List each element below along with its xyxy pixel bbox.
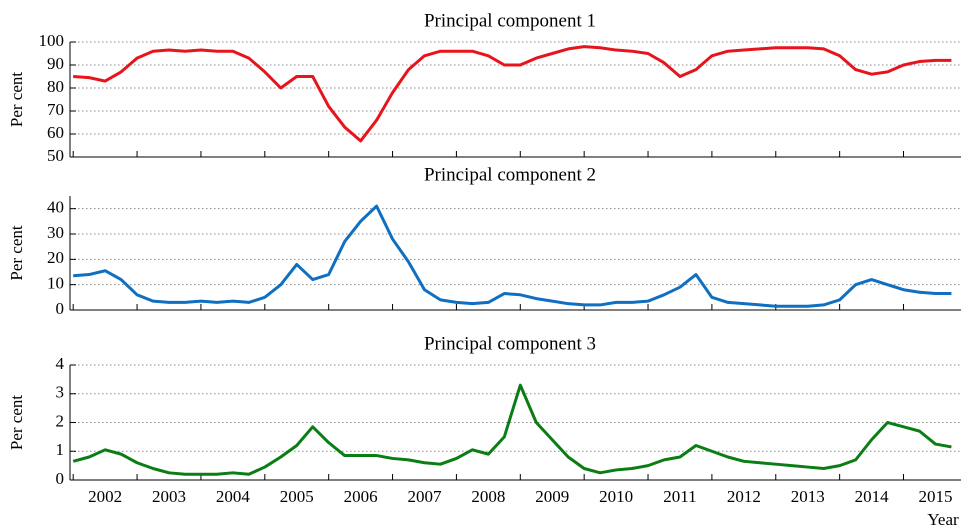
y-tick-label: 30 bbox=[47, 223, 64, 242]
panel-title: Principal component 1 bbox=[424, 10, 596, 31]
panel-title: Principal component 2 bbox=[424, 164, 596, 185]
y-tick-label: 90 bbox=[47, 54, 64, 73]
y-axis-label: Per cent bbox=[7, 225, 26, 281]
x-tick-label: 2005 bbox=[280, 487, 314, 506]
data-line bbox=[73, 204, 952, 308]
x-tick-label: 2015 bbox=[918, 487, 952, 506]
y-tick-label: 50 bbox=[47, 146, 64, 165]
y-tick-label: 1 bbox=[56, 440, 65, 459]
x-tick-label: 2007 bbox=[407, 487, 442, 506]
y-tick-label: 80 bbox=[47, 77, 64, 96]
x-tick-label: 2003 bbox=[152, 487, 186, 506]
x-tick-label: 2006 bbox=[344, 487, 378, 506]
x-tick-label: 2012 bbox=[727, 487, 761, 506]
y-tick-label: 0 bbox=[56, 469, 65, 488]
x-tick-label: 2011 bbox=[663, 487, 696, 506]
y-tick-label: 70 bbox=[47, 100, 64, 119]
x-tick-label: 2002 bbox=[88, 487, 122, 506]
panel-title: Principal component 3 bbox=[424, 333, 596, 354]
y-tick-label: 60 bbox=[47, 123, 64, 142]
x-tick-label: 2004 bbox=[216, 487, 251, 506]
y-tick-label: 3 bbox=[56, 383, 65, 402]
y-axis-label: Per cent bbox=[7, 72, 26, 128]
x-tick-label: 2013 bbox=[791, 487, 825, 506]
x-tick-label: 2009 bbox=[535, 487, 569, 506]
y-axis-label: Per cent bbox=[7, 395, 26, 451]
y-tick-label: 40 bbox=[47, 198, 64, 217]
data-line bbox=[73, 45, 952, 143]
x-tick-label: 2014 bbox=[855, 487, 890, 506]
x-axis-label: Year bbox=[927, 510, 959, 529]
y-tick-label: 4 bbox=[56, 354, 65, 373]
y-tick-label: 0 bbox=[56, 299, 65, 318]
data-line bbox=[72, 383, 952, 476]
y-tick-label: 2 bbox=[56, 411, 65, 430]
y-tick-label: 20 bbox=[47, 248, 64, 267]
y-tick-label: 10 bbox=[47, 274, 64, 293]
y-tick-label: 100 bbox=[39, 31, 65, 50]
x-tick-label: 2010 bbox=[599, 487, 633, 506]
x-tick-label: 2008 bbox=[471, 487, 505, 506]
